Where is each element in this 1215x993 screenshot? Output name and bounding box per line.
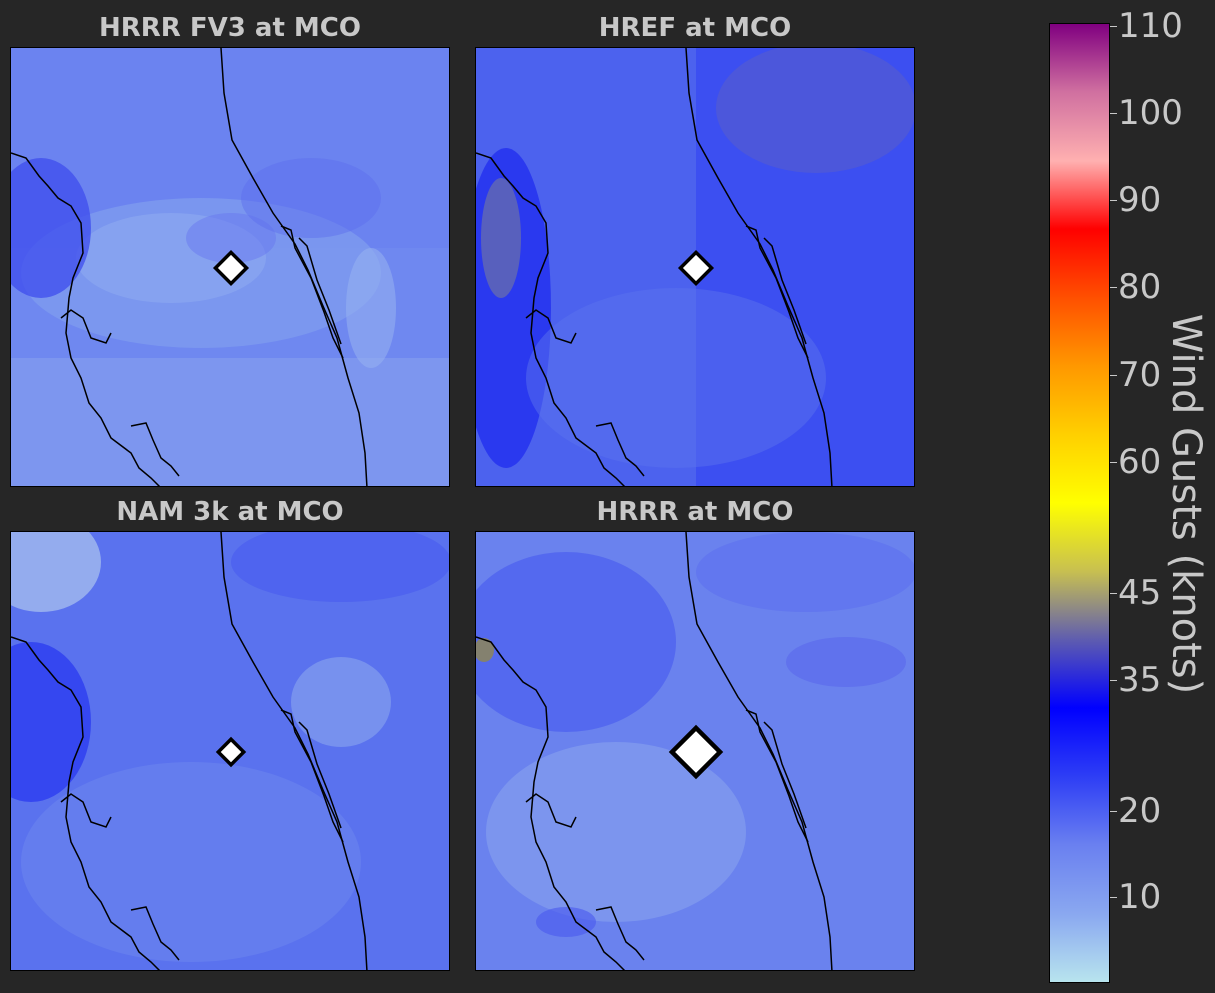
- map-hrrr-fv3: [11, 48, 449, 486]
- colorbar: [1049, 23, 1110, 983]
- coastline: [11, 48, 368, 486]
- station-marker-icon: [212, 249, 250, 287]
- panel-title-hrrr-fv3: HRRR FV3 at MCO: [99, 13, 361, 43]
- tick-label-35: 35: [1118, 660, 1162, 700]
- tick-mark-90: [1110, 200, 1117, 201]
- tick-label-70: 70: [1118, 355, 1162, 395]
- tick-label-10: 10: [1118, 877, 1162, 917]
- tick-label-110: 110: [1118, 6, 1183, 46]
- colorbar-label: Wind Gusts (knots): [1163, 313, 1209, 695]
- tick-mark-70: [1110, 375, 1117, 376]
- tick-mark-35: [1110, 680, 1117, 681]
- map-panel-hrrr: [475, 531, 915, 971]
- tick-mark-45: [1110, 593, 1117, 594]
- coastline: [476, 532, 833, 970]
- tick-label-80: 80: [1118, 267, 1162, 307]
- coastline: [476, 48, 833, 486]
- station-marker-icon: [677, 249, 715, 287]
- tick-mark-100: [1110, 113, 1117, 114]
- map-hrrr: [476, 532, 914, 970]
- tick-mark-20: [1110, 811, 1117, 812]
- tick-mark-10: [1110, 897, 1117, 898]
- panel-title-nam-3k: NAM 3k at MCO: [116, 497, 344, 527]
- coastline: [11, 532, 368, 970]
- tick-mark-80: [1110, 287, 1117, 288]
- tick-mark-60: [1110, 462, 1117, 463]
- tick-label-100: 100: [1118, 93, 1183, 133]
- map-panel-href: [475, 47, 915, 487]
- panel-title-href: HREF at MCO: [598, 13, 792, 43]
- tick-label-60: 60: [1118, 442, 1162, 482]
- map-nam-3k: [11, 532, 449, 970]
- tick-label-45: 45: [1118, 573, 1162, 613]
- station-marker-icon: [215, 736, 247, 768]
- tick-mark-110: [1110, 26, 1117, 27]
- map-panel-hrrr-fv3: [10, 47, 450, 487]
- tick-label-20: 20: [1118, 791, 1162, 831]
- panel-title-hrrr: HRRR at MCO: [596, 497, 794, 527]
- map-panel-nam-3k: [10, 531, 450, 971]
- map-href: [476, 48, 914, 486]
- tick-label-90: 90: [1118, 180, 1162, 220]
- station-marker-icon: [668, 724, 724, 780]
